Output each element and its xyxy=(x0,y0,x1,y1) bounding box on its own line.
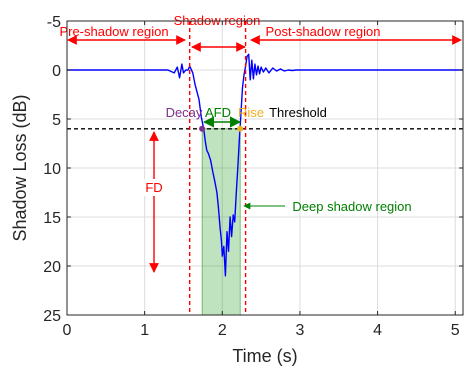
region-annotations: Pre-shadow region Shadow region Post-sha… xyxy=(59,13,462,273)
decay-label: Decay xyxy=(166,105,203,120)
pre-shadow-label: Pre-shadow region xyxy=(59,24,168,39)
rise-label: Rise xyxy=(238,105,264,120)
threshold-label: Threshold xyxy=(269,105,327,120)
decay-point xyxy=(199,125,206,132)
afd-label: AFD xyxy=(205,105,231,120)
deep-shadow-shaded-region xyxy=(201,128,241,316)
x-tick-label: 2 xyxy=(218,322,227,339)
x-tick-label: 0 xyxy=(63,322,72,339)
y-axis-label: Shadow Loss (dB) xyxy=(10,94,30,241)
y-tick-label: 20 xyxy=(43,259,61,276)
x-tick-label: 3 xyxy=(295,322,304,339)
rise-point xyxy=(237,125,244,132)
axis-ticks: 0 1 2 3 4 5 -5 0 5 10 15 20 25 xyxy=(43,14,463,339)
post-shadow-label: Post-shadow region xyxy=(266,24,381,39)
x-tick-label: 1 xyxy=(140,322,149,339)
x-tick-label: 4 xyxy=(373,322,382,339)
fd-label: FD xyxy=(145,180,162,195)
series-line-shadow-loss xyxy=(67,53,463,277)
y-tick-label: -5 xyxy=(47,14,61,31)
y-tick-label: 10 xyxy=(43,161,61,178)
y-tick-label: 5 xyxy=(52,112,61,129)
deep-shadow-label: Deep shadow region xyxy=(292,199,411,214)
y-tick-label: 25 xyxy=(43,308,61,325)
y-tick-label: 0 xyxy=(52,63,61,80)
y-tick-label: 15 xyxy=(43,210,61,227)
x-axis-label: Time (s) xyxy=(232,346,297,366)
fd-label-bg xyxy=(144,179,164,196)
x-tick-label: 5 xyxy=(451,322,460,339)
